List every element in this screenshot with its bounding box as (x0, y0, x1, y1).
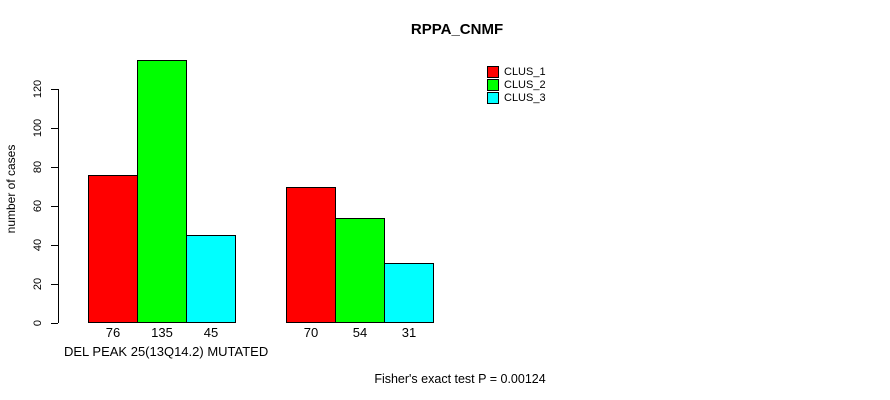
y-axis-tick-label: 80 (32, 160, 44, 174)
bar-value-label: 31 (401, 325, 417, 340)
y-axis-tick (51, 89, 58, 90)
legend-label: CLUS_3 (504, 91, 546, 104)
legend-item-clus_3: CLUS_3 (487, 92, 546, 105)
legend-item-clus_1: CLUS_1 (487, 66, 546, 79)
y-axis-line (58, 89, 59, 323)
bar-clus_3-group1 (186, 235, 236, 323)
y-axis-tick (51, 128, 58, 129)
legend-swatch-icon (487, 79, 499, 92)
fisher-test-annotation: Fisher's exact test P = 0.00124 (374, 372, 546, 386)
legend-item-clus_2: CLUS_2 (487, 79, 546, 92)
y-axis-tick (51, 206, 58, 207)
bar-value-label: 70 (303, 325, 319, 340)
y-axis-tick (51, 284, 58, 285)
y-axis-tick (51, 167, 58, 168)
bar-value-label: 54 (352, 325, 368, 340)
y-axis-tick-label: 60 (32, 199, 44, 213)
y-axis-tick-label: 100 (32, 118, 44, 138)
y-axis-tick-label: 20 (32, 277, 44, 291)
bar-clus_2-group2 (335, 217, 385, 323)
x-axis-label: DEL PEAK 25(13Q14.2) MUTATED (64, 344, 269, 359)
bar-clus_1-group1 (88, 174, 138, 323)
legend: CLUS_1 CLUS_2 CLUS_3 (487, 66, 546, 105)
bar-clus_1-group2 (286, 186, 336, 323)
legend-label: CLUS_1 (504, 65, 546, 78)
y-axis-tick (51, 245, 58, 246)
legend-label: CLUS_2 (504, 78, 546, 91)
chart-title: RPPA_CNMF (410, 21, 504, 38)
bar-clus_3-group2 (384, 262, 434, 323)
bar-clus_2-group1 (137, 59, 187, 323)
bar-value-label: 135 (151, 325, 173, 340)
y-axis-tick (51, 323, 58, 324)
bar-value-label: 45 (203, 325, 219, 340)
legend-swatch-icon (487, 92, 499, 105)
y-axis-tick-label: 120 (32, 79, 44, 99)
y-axis-tick-label: 40 (32, 238, 44, 252)
y-axis-tick-label: 0 (32, 319, 44, 327)
bar-value-label: 76 (105, 325, 121, 340)
legend-swatch-icon (487, 66, 499, 79)
